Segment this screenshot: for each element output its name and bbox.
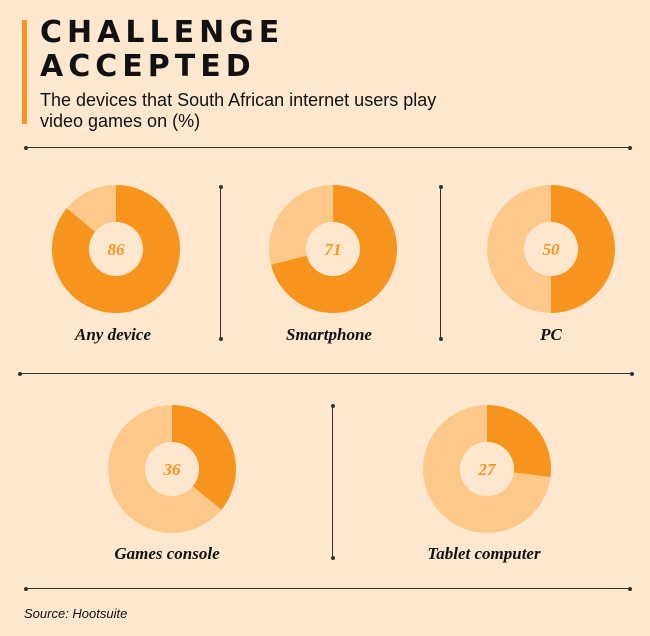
donut-center-games-console: [145, 442, 199, 496]
divider-middle: [18, 371, 634, 376]
label-tablet-computer: Tablet computer: [427, 544, 541, 563]
donut-center-any-device: [89, 222, 143, 276]
label-pc: PC: [540, 325, 562, 344]
page-title: CHALLENGE ACCEPTED: [40, 16, 284, 84]
donut-chart-smartphone: 71: [269, 185, 397, 313]
title-accent-bar: [22, 20, 27, 124]
donut-slice-games-console: [172, 405, 236, 510]
donut-value-smartphone: 71: [325, 240, 342, 259]
donut-slice-pc: [551, 185, 615, 313]
divider-vertical-3: [330, 404, 335, 560]
divider-vertical-2: [438, 185, 443, 341]
donut-value-any-device: 86: [108, 240, 126, 259]
donut-center-pc: [524, 222, 578, 276]
donut-center-smartphone: [306, 222, 360, 276]
divider-top: [24, 145, 632, 150]
title-line-2: ACCEPTED: [40, 49, 256, 84]
page-subtitle: The devices that South African internet …: [40, 90, 437, 131]
donut-chart-games-console: 36: [108, 405, 236, 533]
label-any-device: Any device: [75, 325, 151, 344]
donut-chart-pc: 50: [487, 185, 615, 313]
donut-chart-any-device: 86: [52, 185, 180, 313]
title-line-1: CHALLENGE: [40, 15, 285, 50]
donut-center-tablet-computer: [460, 442, 514, 496]
donut-chart-tablet-computer: 27: [423, 405, 551, 533]
donut-value-tablet-computer: 27: [478, 460, 498, 479]
label-games-console: Games console: [114, 544, 220, 563]
divider-bottom: [24, 586, 632, 591]
donut-value-games-console: 36: [163, 460, 182, 479]
divider-vertical-1: [218, 185, 223, 341]
donut-value-pc: 50: [543, 240, 561, 259]
source-note: Source: Hootsuite: [24, 606, 128, 621]
label-smartphone: Smartphone: [286, 325, 372, 344]
